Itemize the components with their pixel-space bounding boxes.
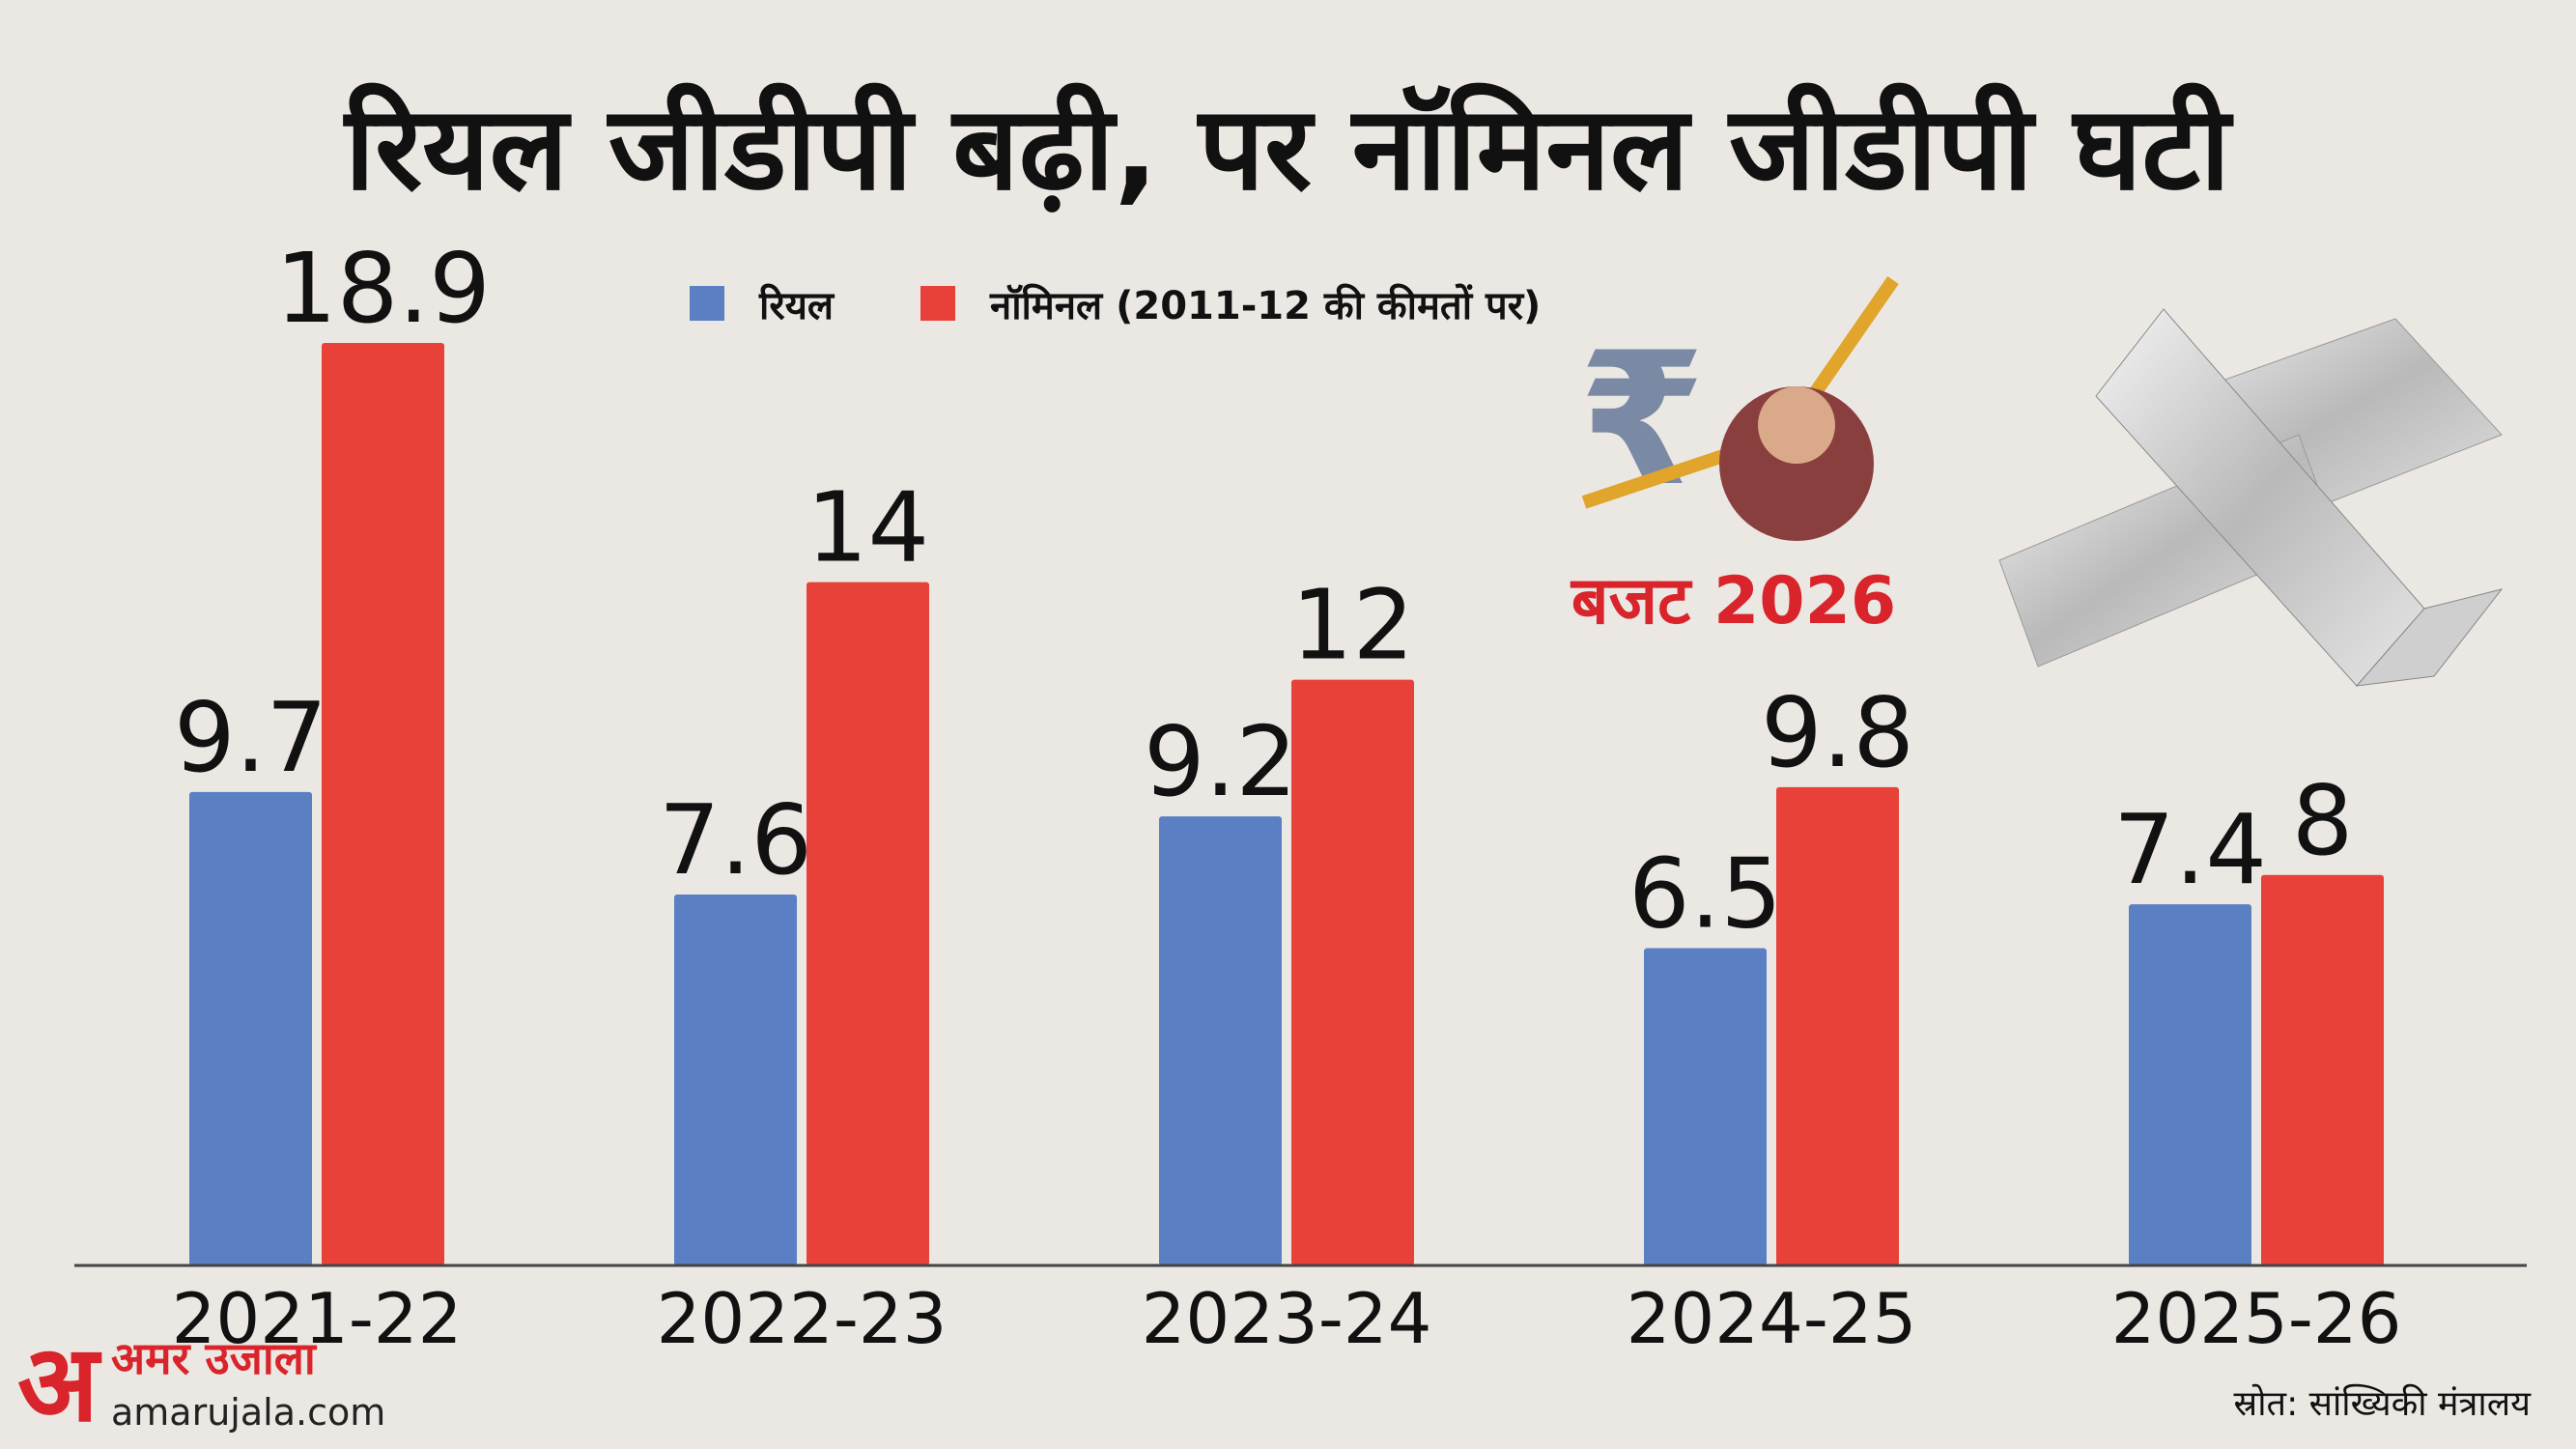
bar (189, 791, 312, 1265)
value-label: 8 (2292, 764, 2354, 877)
logo-letter: अ (17, 1321, 102, 1445)
x-tick-label: 2021-22 (172, 1278, 463, 1359)
x-tick-label: 2022-23 (657, 1278, 948, 1359)
bar (1644, 948, 1767, 1265)
value-label: 6.5 (1628, 838, 1782, 951)
value-label: 9.2 (1144, 705, 1297, 818)
value-label: 9.8 (1761, 676, 1914, 789)
budget-badge: ₹ बजट 2026 (1570, 276, 1899, 639)
plot: रियल नॉमिनल (2011-12 की कीमतों पर) 9.7 18.9… (74, 232, 2527, 1359)
legend-swatch (920, 286, 955, 321)
bar (1159, 816, 1282, 1265)
x-tick-label: 2023-24 (1142, 1278, 1432, 1359)
bar (674, 894, 797, 1265)
value-label: 7.6 (659, 783, 812, 896)
x-tick-label: 2025-26 (2111, 1278, 2402, 1359)
x-tick-label: 2024-25 (1627, 1278, 1917, 1359)
value-label: 7.4 (2113, 793, 2267, 906)
legend-swatch (690, 286, 724, 321)
logo-name: अमर उजाला (111, 1332, 318, 1384)
bar (2261, 874, 2384, 1265)
badge-text: बजट 2026 (1570, 563, 1897, 639)
bar (1291, 679, 1414, 1265)
legend-label: रियल (758, 283, 835, 328)
chart-title: रियल जीडीपी बढ़ी, पर नॉमिनल जीडीपी घटी (343, 82, 2234, 216)
bar (322, 343, 444, 1265)
website: amarujala.com (111, 1391, 385, 1434)
legend-label: नॉमिनल (2011-12 की कीमतों पर) (989, 283, 1541, 328)
bar (2129, 904, 2251, 1265)
value-label: 18.9 (275, 232, 491, 345)
value-label: 9.7 (174, 681, 327, 794)
bar (1776, 786, 1899, 1265)
value-label: 12 (1291, 569, 1414, 682)
bar (807, 582, 929, 1265)
value-label: 14 (807, 471, 929, 584)
source: स्रोत: सांख्यिकी मंत्रालय (2234, 1383, 2533, 1424)
silver-bars (1998, 308, 2504, 687)
